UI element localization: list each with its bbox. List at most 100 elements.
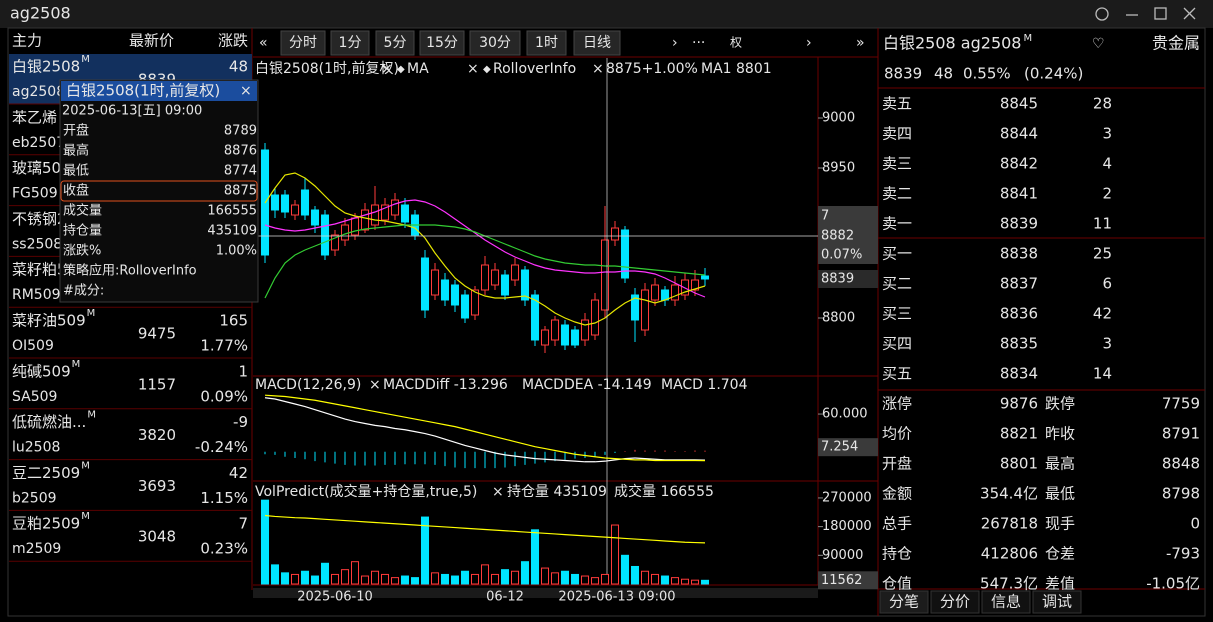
book-volume: 28 [1093, 95, 1112, 113]
maximize-button[interactable] [1154, 7, 1167, 20]
cursor-label-box [818, 571, 878, 590]
instrument-name[interactable]: 菜籽油509 [12, 312, 86, 330]
tooltip-label: 开盘 [63, 123, 89, 139]
period-button[interactable] [419, 30, 465, 56]
close-icon[interactable]: × [467, 61, 479, 77]
candle-body [501, 274, 509, 296]
period-button[interactable] [375, 30, 415, 56]
period-label[interactable]: 1时 [535, 35, 558, 51]
period-label[interactable]: 5分 [384, 35, 407, 51]
close-button[interactable] [1183, 7, 1196, 20]
stat-value: 8821 [1000, 425, 1038, 443]
tooltip-date: 2025-06-13[五] 09:00 [62, 104, 202, 119]
volume-bar [471, 573, 479, 585]
change-pct: -0.24% [195, 438, 248, 456]
toolbar-icon[interactable]: ··· [692, 35, 705, 51]
window-controls[interactable] [1095, 7, 1196, 21]
close-icon[interactable]: × [492, 484, 504, 500]
period-label[interactable]: 1分 [339, 35, 362, 51]
volume-bar [491, 573, 499, 585]
candle-body [421, 257, 429, 311]
main-flag: M [87, 410, 96, 421]
scroll-left[interactable]: « [259, 35, 268, 51]
instrument-name[interactable]: 纯碱509 [12, 362, 71, 380]
period-button[interactable] [573, 30, 621, 56]
period-button[interactable] [469, 30, 521, 56]
period-label[interactable]: 30分 [479, 35, 511, 51]
candle-body [701, 275, 709, 280]
tab[interactable] [930, 590, 980, 614]
column-header: 主力 [12, 32, 42, 50]
indicator-marker: ◆ [397, 64, 405, 75]
candle-body [331, 234, 339, 251]
tab[interactable] [981, 590, 1031, 614]
toolbar-icon[interactable]: › [672, 35, 678, 51]
scrollbar[interactable] [253, 588, 818, 598]
close-icon[interactable]: × [592, 61, 604, 77]
period-button[interactable] [280, 30, 326, 56]
change-pct: 0.09% [200, 387, 248, 405]
period-label[interactable]: 15分 [426, 35, 458, 51]
instrument-code: m2509 [12, 541, 61, 557]
stat-label: 仓差 [1045, 545, 1075, 563]
toolbar-icon[interactable]: › [806, 35, 812, 51]
volume-bar [441, 573, 449, 585]
toolbar-icon[interactable]: » [856, 35, 865, 51]
legend-entry: MACDDiff -13.296 [383, 377, 508, 393]
last-price: 3693 [138, 477, 176, 495]
last-price: 3820 [138, 426, 176, 444]
help-button[interactable] [1095, 7, 1109, 21]
change: 165 [219, 312, 248, 330]
candle-body [321, 214, 329, 256]
tab-label[interactable]: 信息 [991, 593, 1021, 611]
main-flag: M [81, 511, 90, 522]
tooltip-value: 166555 [207, 204, 257, 219]
change-pct: 1.15% [200, 489, 248, 507]
tooltip-value: 8789 [224, 124, 257, 139]
candle-body [491, 269, 499, 286]
close-icon[interactable]: × [369, 377, 381, 393]
instrument-code: ag2508 [12, 84, 65, 100]
stat-label: 昨收 [1045, 425, 1075, 443]
instrument-name[interactable]: 豆粕2509 [12, 515, 80, 533]
period-label[interactable]: 分时 [289, 35, 317, 51]
instrument-name[interactable]: 玻璃509 [12, 159, 71, 177]
candle-body [671, 284, 679, 301]
change: 48 [229, 58, 248, 76]
tooltip-value: 8774 [224, 164, 257, 179]
tab-label[interactable]: 调试 [1042, 593, 1072, 611]
instrument-name[interactable]: 白银2508 [12, 58, 80, 76]
volume-bar [621, 554, 629, 585]
tab[interactable] [1032, 590, 1082, 614]
stat-value: 8791 [1162, 425, 1200, 443]
column-header: 涨跌 [218, 32, 248, 50]
close-icon[interactable]: × [381, 61, 393, 77]
candle-body [561, 324, 569, 346]
period-button[interactable] [526, 30, 567, 56]
instrument-name[interactable]: 豆二2509 [12, 464, 80, 482]
candle-body [471, 289, 479, 316]
candle-body [301, 189, 309, 216]
cursor-label-box [818, 206, 878, 264]
tab-label[interactable]: 分价 [940, 593, 970, 611]
quote-pct: 0.55% [963, 65, 1011, 83]
period-button[interactable] [330, 30, 370, 56]
close-icon[interactable]: × [240, 83, 252, 99]
adjust-button[interactable]: 权 [730, 36, 742, 50]
candle-body [281, 194, 289, 213]
candle-body [481, 264, 489, 291]
instrument-name[interactable]: 低硫燃油... [12, 413, 86, 431]
tab[interactable] [879, 590, 929, 614]
volume-bar [651, 573, 659, 585]
stat-value: 267818 [981, 515, 1038, 533]
tab-label[interactable]: 分笔 [889, 593, 919, 611]
last-price: 1157 [138, 375, 176, 393]
instrument-name[interactable]: 苯乙烯 [12, 108, 57, 126]
period-label[interactable]: 日线 [583, 35, 611, 51]
stat-label: 均价 [882, 425, 912, 443]
chart-title: 白银2508(1时,前复权) [255, 60, 399, 77]
stat-value: -793 [1166, 545, 1200, 563]
candle-body [311, 209, 319, 226]
candle-body [451, 284, 459, 306]
favorite-icon[interactable]: ♡ [1092, 36, 1105, 52]
